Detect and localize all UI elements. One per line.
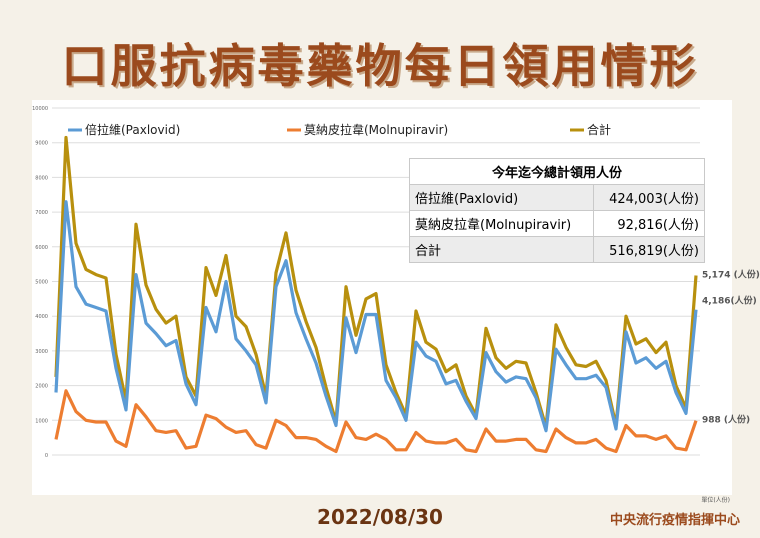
y-tick-label: 10000: [32, 106, 48, 112]
footer-org: 中央流行疫情指揮中心: [609, 513, 740, 528]
page-title: 口服抗病毒藥物每日領用情形: [61, 39, 699, 93]
y-tick-label: 1000: [35, 418, 48, 424]
series-lines: [54, 135, 698, 454]
summary-paxlovid-value: 424,003(人份): [592, 184, 706, 211]
summary-total-value: 516,819(人份): [592, 236, 706, 263]
unit-note: 單位(人份): [701, 497, 730, 504]
summary-molnupiravir-name: 莫納皮拉韋(Molnupiravir): [409, 210, 594, 237]
summary-table: 今年迄今總計領用人份 倍拉維(Paxlovid) 424,003(人份) 莫納皮…: [409, 158, 706, 263]
end-value-labels: 5,174 (人份) 4,186(人份) 988 (人份): [702, 268, 760, 425]
y-tick-label: 0: [45, 453, 48, 459]
end-label-paxlovid: 4,186(人份): [702, 295, 757, 307]
series-line-total: [54, 135, 698, 429]
y-axis-ticks: 0 1000 2000 3000 4000 5000 6000 7000 8000 9000 100…: [32, 106, 48, 459]
y-tick-label: 7000: [35, 210, 48, 216]
y-tick-label: 2000: [35, 384, 48, 390]
y-tick-label: 8000: [35, 175, 48, 181]
footer-date: 2022/08/30: [317, 505, 443, 529]
series-line-paxlovid: [54, 200, 698, 433]
legend-label-paxlovid: 倍拉維(Paxlovid): [85, 122, 180, 137]
summary-molnupiravir-value: 92,816(人份): [592, 210, 706, 237]
series-line-molnupiravir: [54, 389, 698, 454]
summary-total-name: 合計: [409, 236, 594, 263]
y-tick-label: 6000: [35, 245, 48, 251]
legend-label-total: 合計: [587, 122, 611, 137]
chart-legend: 倍拉維(Paxlovid) 莫納皮拉韋(Molnupiravir) 合計: [68, 122, 611, 137]
summary-paxlovid-name: 倍拉維(Paxlovid): [409, 184, 594, 211]
y-tick-label: 3000: [35, 349, 48, 355]
end-label-molnupiravir: 988 (人份): [702, 414, 750, 426]
y-tick-label: 4000: [35, 314, 48, 320]
summary-header: 今年迄今總計領用人份: [409, 158, 705, 185]
legend-label-molnupiravir: 莫納皮拉韋(Molnupiravir): [304, 122, 448, 137]
y-tick-label: 9000: [35, 141, 48, 147]
end-label-total: 5,174 (人份): [702, 268, 760, 280]
y-tick-label: 5000: [35, 280, 48, 286]
